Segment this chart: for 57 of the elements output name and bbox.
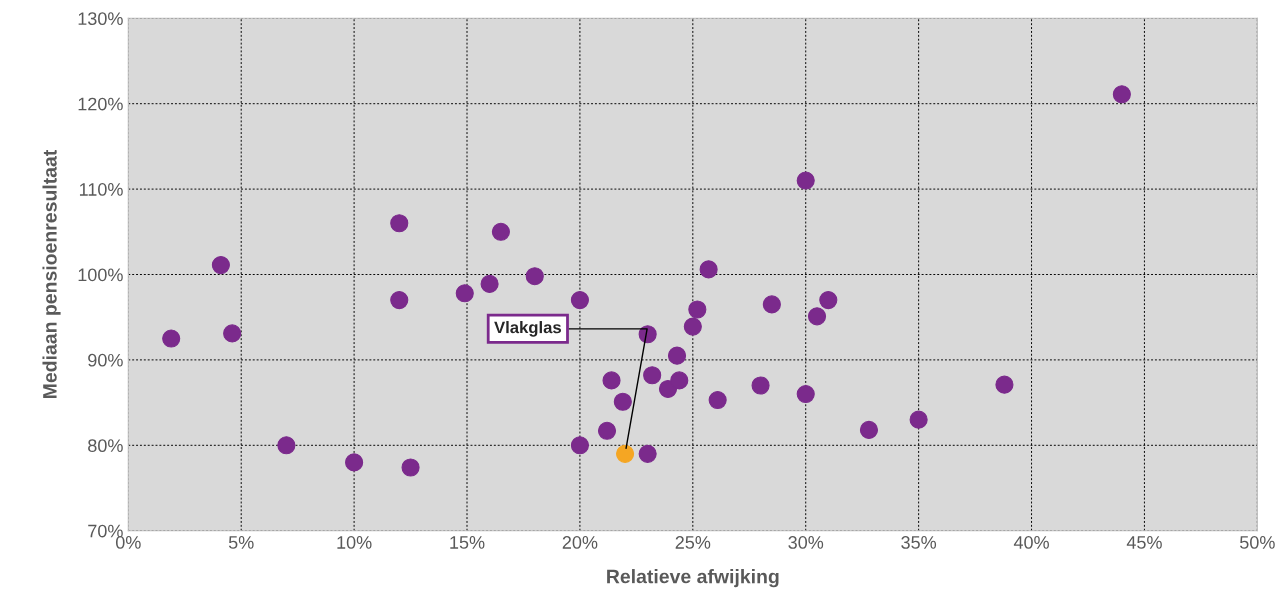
point xyxy=(525,267,544,286)
point xyxy=(807,307,827,326)
point xyxy=(643,366,662,385)
point xyxy=(211,256,230,275)
point xyxy=(345,453,364,472)
y-tick-label: 110% xyxy=(79,183,123,196)
x-tick-label: 15% xyxy=(450,536,485,549)
point xyxy=(667,346,687,365)
y-tick-label: 120% xyxy=(78,97,123,111)
point xyxy=(859,420,879,439)
point xyxy=(683,317,702,336)
point xyxy=(751,376,770,395)
x-tick-label: 30% xyxy=(788,536,824,549)
y-tick-label: 130% xyxy=(78,12,123,26)
point xyxy=(909,410,928,429)
point xyxy=(819,291,838,310)
point xyxy=(616,444,635,463)
point xyxy=(796,171,815,190)
point xyxy=(480,274,499,293)
annotation: Vlakglas xyxy=(494,321,561,337)
point xyxy=(762,295,781,314)
point xyxy=(491,222,510,241)
point xyxy=(390,214,409,233)
point xyxy=(390,291,409,310)
point xyxy=(995,375,1014,394)
point xyxy=(455,284,474,303)
point xyxy=(796,384,815,404)
x-axis-title: Relatieve afwijking xyxy=(607,569,779,588)
point xyxy=(401,458,420,477)
x-tick-label: 5% xyxy=(228,536,254,549)
point xyxy=(597,421,617,440)
x-tick-label: 35% xyxy=(901,536,937,549)
x-tick-label: 10% xyxy=(337,536,372,549)
point xyxy=(223,324,242,343)
x-tick-label: 45% xyxy=(1126,536,1162,549)
y-tick-label: 80% xyxy=(88,439,123,453)
x-tick-label: 50% xyxy=(1239,536,1275,549)
x-tick-label: 20% xyxy=(562,536,598,549)
y-tick-label: 70% xyxy=(88,524,123,538)
y-tick-label: 90% xyxy=(88,353,123,367)
point xyxy=(699,260,718,279)
x-tick-label: 25% xyxy=(675,536,711,549)
x-tick-label: 0% xyxy=(115,536,141,549)
y-axis-title: Mediaan pensioenresultaat xyxy=(42,149,61,398)
point xyxy=(277,436,296,455)
point xyxy=(670,371,689,390)
point xyxy=(638,444,657,463)
point xyxy=(1112,85,1131,104)
point xyxy=(570,291,589,310)
point xyxy=(688,300,707,319)
point xyxy=(570,436,589,455)
point xyxy=(613,392,632,411)
x-tick-label: 40% xyxy=(1013,536,1049,549)
y-tick-label: 100% xyxy=(78,268,123,282)
point xyxy=(708,390,727,410)
point xyxy=(602,371,621,390)
point xyxy=(162,329,181,348)
